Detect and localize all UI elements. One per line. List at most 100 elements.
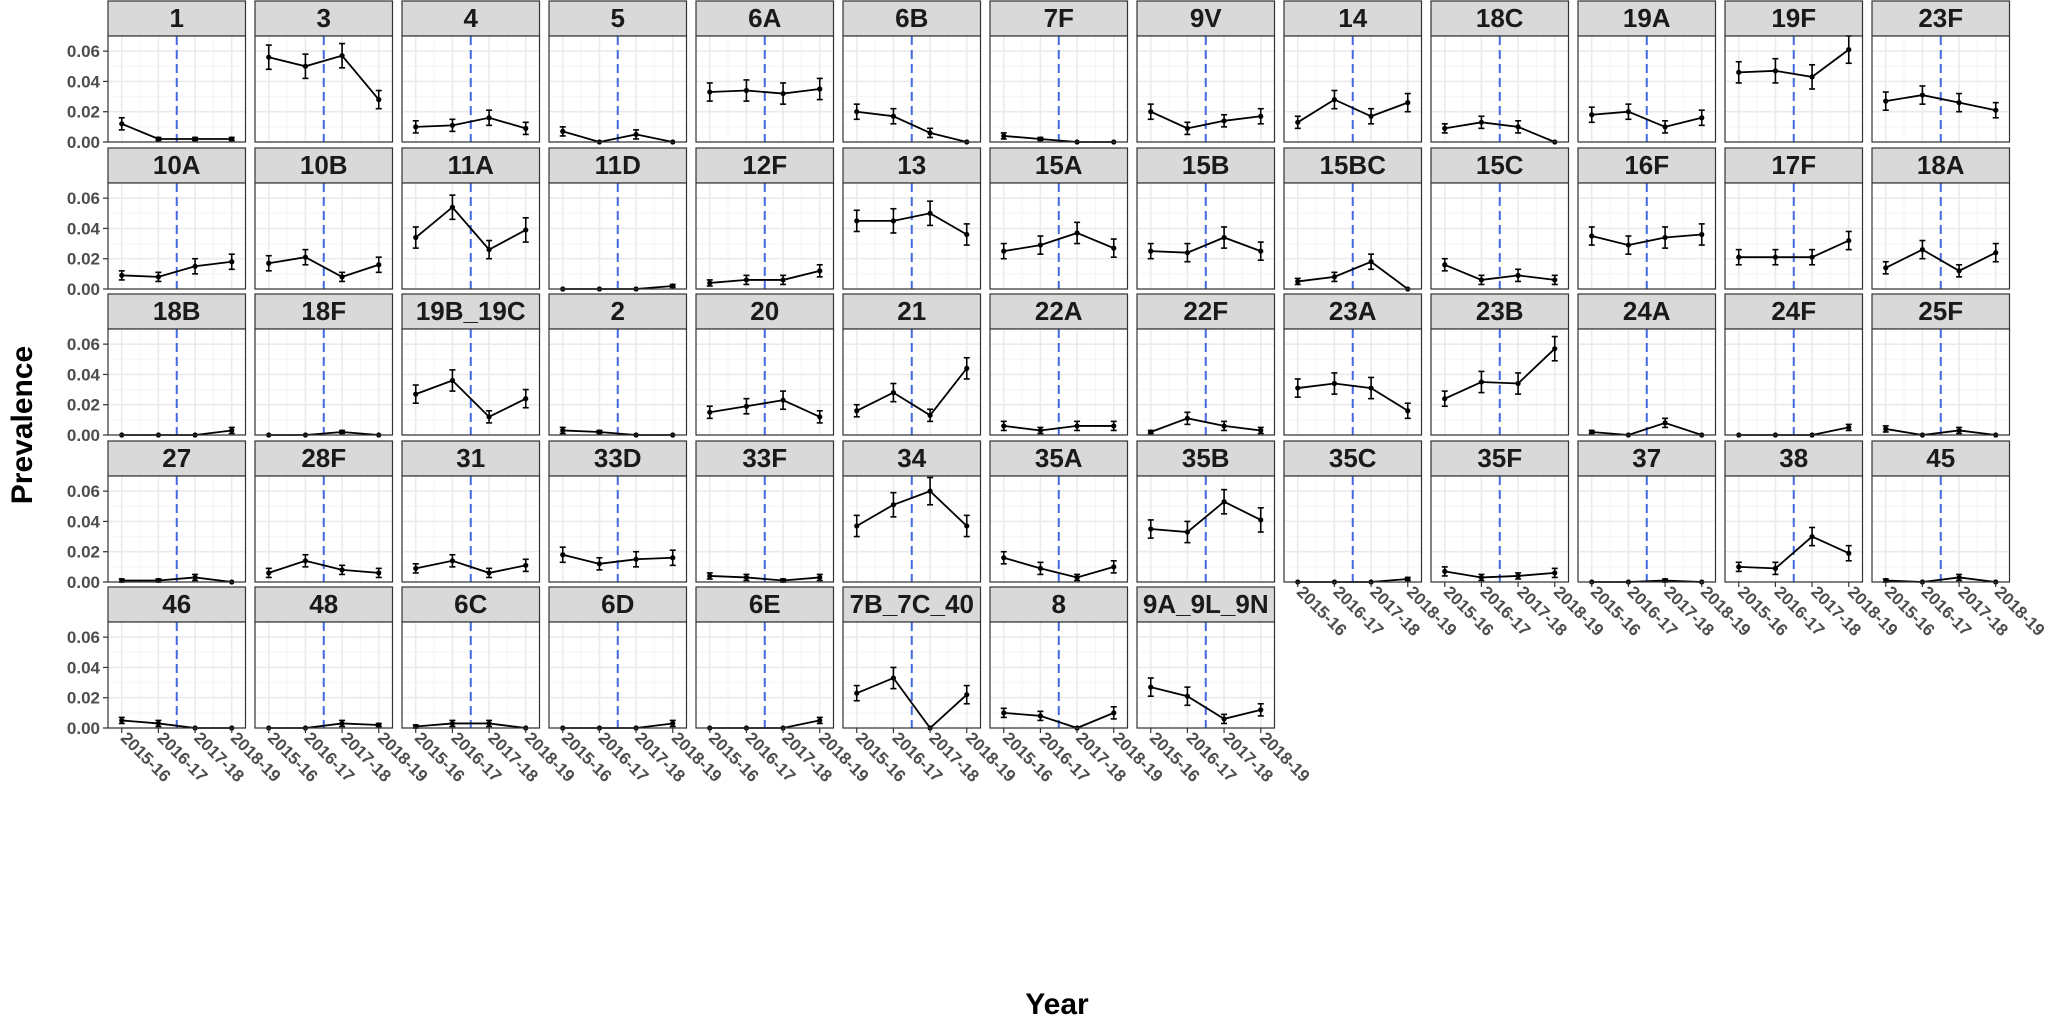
facet-panel-22F: 22F <box>1136 293 1276 436</box>
facet-strip-label: 14 <box>1338 3 1367 33</box>
panel-border <box>401 35 541 143</box>
series-line <box>121 260 232 278</box>
series-line <box>1150 417 1261 433</box>
facet-strip <box>1136 0 1276 37</box>
data-point <box>1001 248 1007 254</box>
data-point <box>486 247 492 253</box>
data-point <box>119 121 125 127</box>
facet-panel-22A: 22A <box>989 293 1129 436</box>
panel-border <box>1136 35 1276 143</box>
facet-panel-23F: 23F <box>1871 0 2011 143</box>
data-point <box>1111 710 1117 716</box>
data-point <box>1111 245 1117 251</box>
panel-border <box>1430 328 1570 436</box>
facet-panel-15BC: 15BC <box>1283 147 1423 292</box>
data-point <box>1919 92 1926 98</box>
panel-border <box>1871 182 2011 290</box>
series-line <box>415 116 526 130</box>
facet-panel-10B: 10B <box>254 147 394 290</box>
facet-strip-label: 37 <box>1632 443 1661 473</box>
data-point <box>155 720 162 727</box>
facet-panel-16F: 16F <box>1577 147 1717 290</box>
data-point <box>486 414 492 420</box>
facet-strip-label: 23A <box>1329 296 1377 326</box>
panel-border <box>1577 328 1717 436</box>
facet-strip-label: 24F <box>1771 296 1816 326</box>
facet-strip-label: 19B_19C <box>416 296 526 326</box>
facet-strip-label: 33D <box>594 443 642 473</box>
facet-panel-12F: 12F <box>695 147 835 290</box>
series-line <box>709 269 820 284</box>
data-point <box>707 280 713 286</box>
facet-strip-label: 6C <box>454 589 487 619</box>
data-point <box>1956 427 1962 434</box>
series-line <box>562 130 673 143</box>
panel-border <box>401 621 541 729</box>
y-tick-label: 0.06 <box>67 628 100 647</box>
facet-strip-label: 35F <box>1477 443 1522 473</box>
facet-strip <box>254 0 394 37</box>
facet-strip <box>1577 147 1717 184</box>
facet-strip <box>695 293 835 330</box>
facet-strip <box>401 147 541 184</box>
data-point <box>1184 125 1191 131</box>
panel-border <box>989 35 1129 143</box>
data-point <box>560 427 566 434</box>
facet-strip <box>107 293 247 330</box>
facet-panel-46: 460.000.020.040.062015-162016-172017-182… <box>67 586 284 786</box>
series-line <box>1444 121 1556 143</box>
data-point <box>449 122 456 128</box>
facet-strip-label: 23B <box>1476 296 1524 326</box>
facet-panel-27: 27 0.00 0.02 0.04 0.06 <box>67 440 247 592</box>
data-point <box>743 277 750 283</box>
facet-panel-11A: 11A <box>401 147 541 290</box>
series-line <box>415 205 527 251</box>
facet-strip <box>107 0 247 37</box>
data-point <box>1736 69 1742 75</box>
series-line <box>562 553 673 565</box>
data-point <box>1184 250 1191 256</box>
series-line <box>268 559 379 574</box>
series-line <box>1738 239 1850 259</box>
facet-strip-label: 7B_7C_40 <box>850 589 974 619</box>
data-point <box>1589 429 1595 435</box>
data-point <box>1295 385 1301 391</box>
panel-border <box>1724 35 1864 143</box>
panel-border <box>107 182 247 290</box>
series-line <box>1150 686 1261 720</box>
series-line <box>415 379 527 418</box>
data-point <box>927 488 933 494</box>
panel-border <box>254 621 394 729</box>
series-line <box>1885 576 1996 583</box>
data-point <box>1405 408 1411 414</box>
facet-strip <box>1430 147 1570 184</box>
facet-strip <box>842 0 982 37</box>
data-point <box>449 558 456 564</box>
data-point <box>449 720 456 727</box>
data-point <box>1258 707 1264 713</box>
data-point <box>1148 526 1154 532</box>
facet-panel-33D: 33D <box>548 440 688 583</box>
panel-border <box>107 621 247 729</box>
data-point <box>266 260 272 266</box>
panel-border <box>548 475 688 583</box>
panel-border <box>695 475 835 583</box>
series-line <box>1591 233 1702 247</box>
y-tick-label: 0.06 <box>67 189 100 208</box>
panel-border <box>1136 182 1276 290</box>
panel-border <box>401 182 541 290</box>
data-point <box>1368 113 1374 119</box>
facet-panel-17F: 17F <box>1724 147 1864 290</box>
data-point <box>707 89 713 95</box>
data-point <box>1772 254 1779 260</box>
facet-strip <box>107 440 247 477</box>
data-point <box>670 555 676 561</box>
data-point <box>1662 234 1668 241</box>
data-point <box>1221 423 1227 429</box>
data-point <box>119 717 125 724</box>
facet-panel-25F: 25F <box>1871 293 2011 438</box>
facet-strip-label: 35C <box>1329 443 1377 473</box>
series-line <box>1591 421 1703 436</box>
panel-border <box>1724 475 1864 583</box>
data-point <box>1368 259 1374 265</box>
